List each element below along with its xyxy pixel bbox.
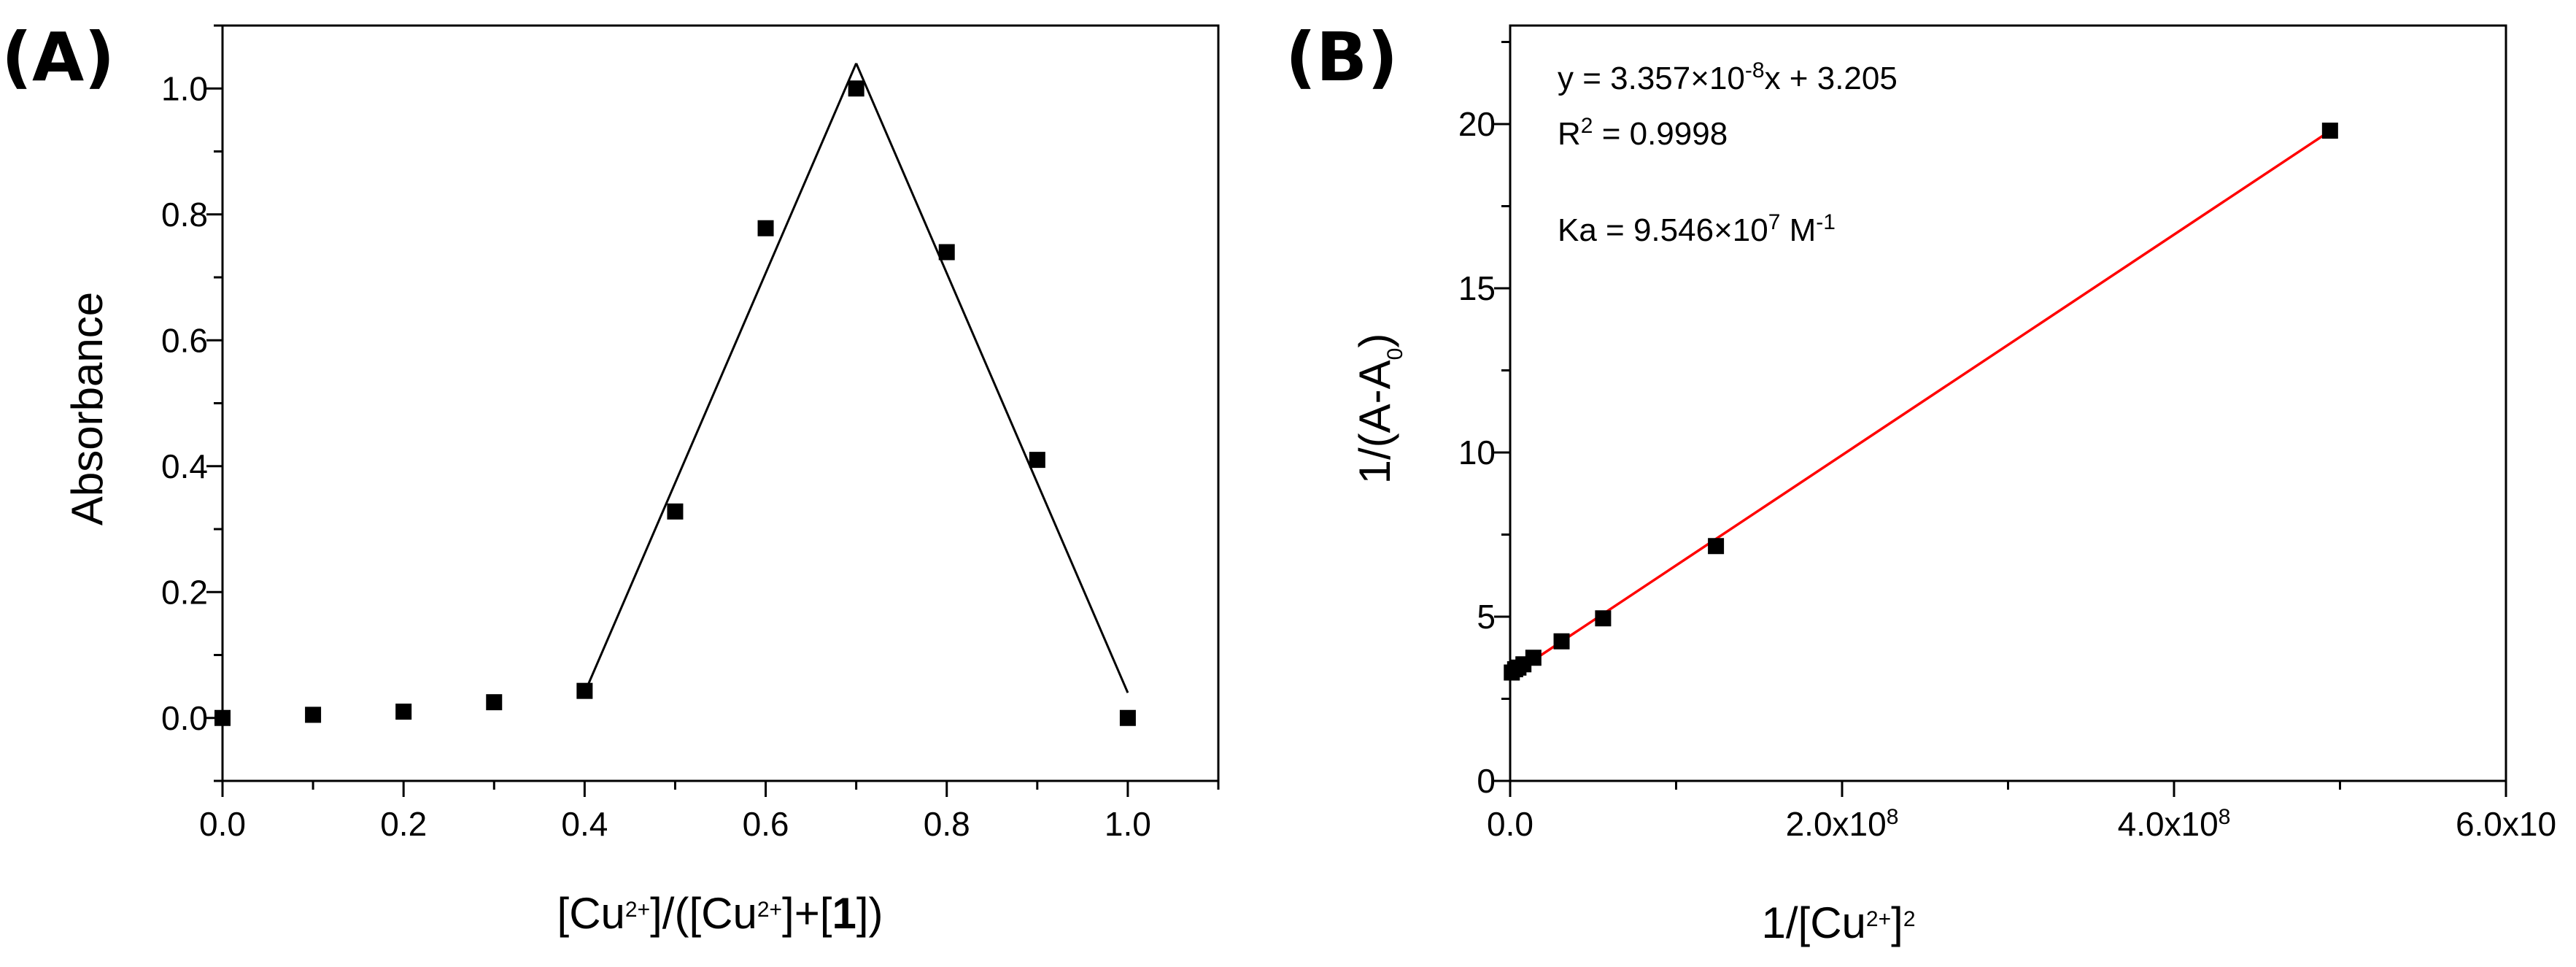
r2-part: = 0.9998 (1593, 116, 1728, 152)
panel-b-y-title-part: 1/(A-A (1350, 360, 1399, 484)
data-point (848, 80, 865, 97)
panel-b-fit-lines (1509, 129, 2331, 677)
x-tick-label-base: 2.0x10 (1786, 805, 1887, 843)
y-tick-label: 0.8 (161, 196, 208, 234)
panel-b-r-squared: R2 = 0.9998 (1558, 114, 1728, 153)
panel-a-x-title-part: ]+[ (782, 889, 832, 938)
y-tick-label: 0 (1477, 762, 1496, 800)
data-point (576, 682, 593, 699)
y-tick-label: 10 (1458, 434, 1496, 471)
x-tick-label: 0.2 (380, 805, 427, 843)
panel-b-x-title-part: ] (1891, 898, 1903, 947)
y-tick-label: 0.2 (161, 573, 208, 611)
r2-part: R (1558, 116, 1581, 152)
data-point (486, 694, 503, 711)
panel-a-data-markers (214, 80, 1136, 726)
panel-a-x-title-sup: 2+ (757, 898, 782, 922)
data-point (757, 220, 774, 236)
data-point (214, 709, 231, 726)
panel-a-y-axis-title: Absorbance (63, 292, 112, 525)
data-point (1553, 633, 1570, 650)
data-point (1029, 452, 1045, 469)
x-tick-label: 4.0x108 (2118, 805, 2231, 844)
panel-b-label: (B) (1285, 18, 1398, 96)
equation-part: y = 3.357×10 (1558, 61, 1745, 96)
panel-b-y-title-part: ) (1350, 334, 1399, 348)
ka-unit-exponent: -1 (1816, 210, 1836, 234)
panel-a-x-title-part: ]) (856, 889, 883, 938)
panel-b-fit-equation: y = 3.357×10-8x + 3.205 (1558, 58, 1898, 97)
x-tick-label: 0.0 (199, 805, 246, 843)
fit-line-linear-fit (1509, 129, 2331, 677)
equation-part: x + 3.205 (1765, 61, 1898, 96)
panel-b-x-title-sup: 2+ (1866, 907, 1891, 931)
panel-a-fit-lines (583, 63, 1129, 693)
y-tick-label: 0.4 (161, 447, 208, 485)
x-tick-label-base: 6.0x10 (2456, 805, 2556, 843)
data-point (938, 244, 955, 261)
x-tick-label: 0.8 (924, 805, 970, 843)
x-tick-label-exponent: 8 (2219, 805, 2231, 829)
panel-a-label: (A) (1, 18, 115, 96)
x-tick-label: 2.0x108 (1786, 805, 1899, 844)
panel-a-x-title-bold: 1 (832, 889, 856, 938)
panel-b-x-axis-title: 1/[Cu2+]2 (1762, 898, 1916, 947)
panel-b-x-title-part: 1/[Cu (1762, 898, 1866, 947)
x-tick-label-exponent: 8 (1887, 805, 1899, 829)
panel-a-axes-frame (221, 24, 1220, 782)
data-point (1525, 650, 1542, 666)
data-point (395, 704, 412, 720)
data-point (1119, 709, 1136, 726)
panel-a: (A) 0.0 0.2 0.4 0.6 0.8 1.0 0.0 0.2 0.4 0.6 0.8 1.0… (1, 18, 1220, 938)
y-tick-label: 5 (1477, 598, 1496, 636)
panel-a-tick-labels: 0.0 0.2 0.4 0.6 0.8 1.0 0.0 0.2 0.4 0.6 0.8 1.0 (161, 69, 1151, 843)
ka-exponent: 7 (1768, 210, 1781, 234)
ka-part: Ka = 9.546×10 (1558, 212, 1768, 248)
y-tick-label: 1.0 (161, 69, 208, 107)
y-tick-label: 0.6 (161, 321, 208, 359)
data-point (1708, 538, 1725, 555)
panel-b-y-axis-title: 1/(A-A0) (1350, 334, 1407, 485)
x-tick-label: 0.6 (743, 805, 789, 843)
panel-a-x-title-part: [Cu (557, 889, 625, 938)
panel-b-ka-value: Ka = 9.546×107 M-1 (1558, 210, 1836, 249)
y-tick-label: 15 (1458, 269, 1496, 307)
fit-line-falling (855, 63, 1129, 693)
data-point (667, 503, 684, 520)
panel-b-x-title-sup: 2 (1903, 907, 1916, 931)
x-tick-label: 0.0 (1487, 805, 1533, 843)
data-point (2321, 123, 2338, 139)
x-tick-label: 1.0 (1105, 805, 1151, 843)
panel-a-x-title-part: ]/([Cu (650, 889, 757, 938)
panel-a-x-axis-title: [Cu2+]/([Cu2+]+[1]) (557, 889, 883, 938)
y-tick-label: 20 (1458, 105, 1496, 143)
y-tick-label: 0.0 (161, 699, 208, 737)
panel-b-y-title-sub: 0 (1383, 348, 1407, 361)
fit-line-rising (583, 63, 858, 693)
panel-a-ticks (206, 24, 1220, 797)
ka-part: M (1780, 212, 1816, 248)
x-tick-label-base: 0.0 (1487, 805, 1533, 843)
data-point (1595, 610, 1612, 627)
data-point (305, 706, 322, 723)
x-tick-label: 6.0x10 (2456, 805, 2556, 843)
equation-exponent: -8 (1745, 58, 1765, 82)
panel-b-ticks (1494, 41, 2507, 797)
panel-b-data-markers (1504, 123, 2338, 681)
x-tick-label: 0.4 (561, 805, 608, 843)
panel-a-x-title-sup: 2+ (625, 898, 650, 922)
x-tick-label-base: 4.0x10 (2118, 805, 2219, 843)
r2-exponent: 2 (1581, 114, 1593, 138)
